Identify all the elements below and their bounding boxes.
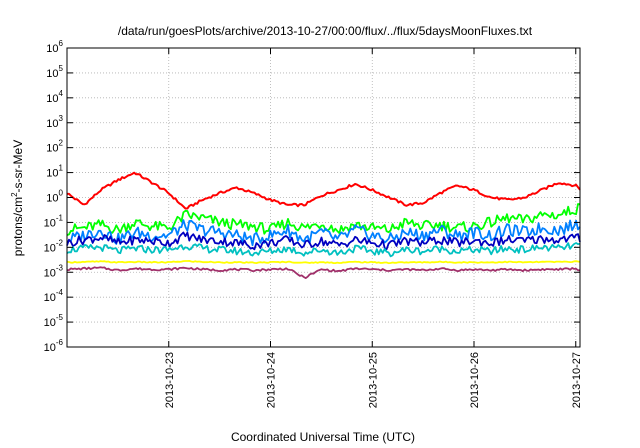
y-tick-label: 10-4 bbox=[44, 288, 64, 304]
x-axis-label: Coordinated Universal Time (UTC) bbox=[231, 430, 415, 444]
y-tick-label: 106 bbox=[46, 39, 63, 55]
y-tick-label: 100 bbox=[46, 189, 63, 205]
series-group bbox=[66, 171, 581, 280]
x-tick-label: 2013-10-24 bbox=[266, 352, 278, 408]
series-line-5 bbox=[66, 242, 581, 258]
series-line-3 bbox=[66, 219, 581, 247]
y-tick-label: 102 bbox=[46, 139, 63, 155]
series-line-6 bbox=[66, 259, 581, 265]
y-tick-label: 101 bbox=[46, 164, 63, 180]
y-tick-label: 10-1 bbox=[44, 213, 64, 229]
y-tick-label: 10-3 bbox=[44, 263, 64, 279]
y-tick-label: 105 bbox=[46, 64, 63, 80]
y-tick-label: 104 bbox=[46, 89, 63, 105]
y-tick-label: 10-5 bbox=[44, 313, 64, 329]
x-tick-label: 2013-10-27 bbox=[571, 352, 583, 408]
y-tick-group: 10-6 10-5 10-4 10-3 10-2 10-1 100 101 102 103 104 1… bbox=[44, 39, 580, 354]
series-line-7 bbox=[66, 266, 581, 280]
series-line-4 bbox=[66, 231, 581, 251]
x-tick-group: 2013-10-23 2013-10-24 2013-10-25 2013-10-26… bbox=[164, 48, 583, 408]
y-axis-label: protons/cm2-s-sr-MeV bbox=[10, 140, 25, 256]
y-tick-label: 10-2 bbox=[44, 238, 64, 254]
y-tick-label: 103 bbox=[46, 114, 63, 130]
x-tick-label: 2013-10-26 bbox=[469, 352, 481, 408]
series-line-2 bbox=[66, 203, 581, 236]
y-tick-label: 10-6 bbox=[44, 338, 64, 354]
series-line-1 bbox=[67, 171, 581, 210]
x-tick-label: 2013-10-25 bbox=[367, 352, 379, 408]
x-tick-label: 2013-10-23 bbox=[164, 352, 176, 408]
chart-title: /data/run/goesPlots/archive/2013-10-27/0… bbox=[118, 24, 533, 38]
